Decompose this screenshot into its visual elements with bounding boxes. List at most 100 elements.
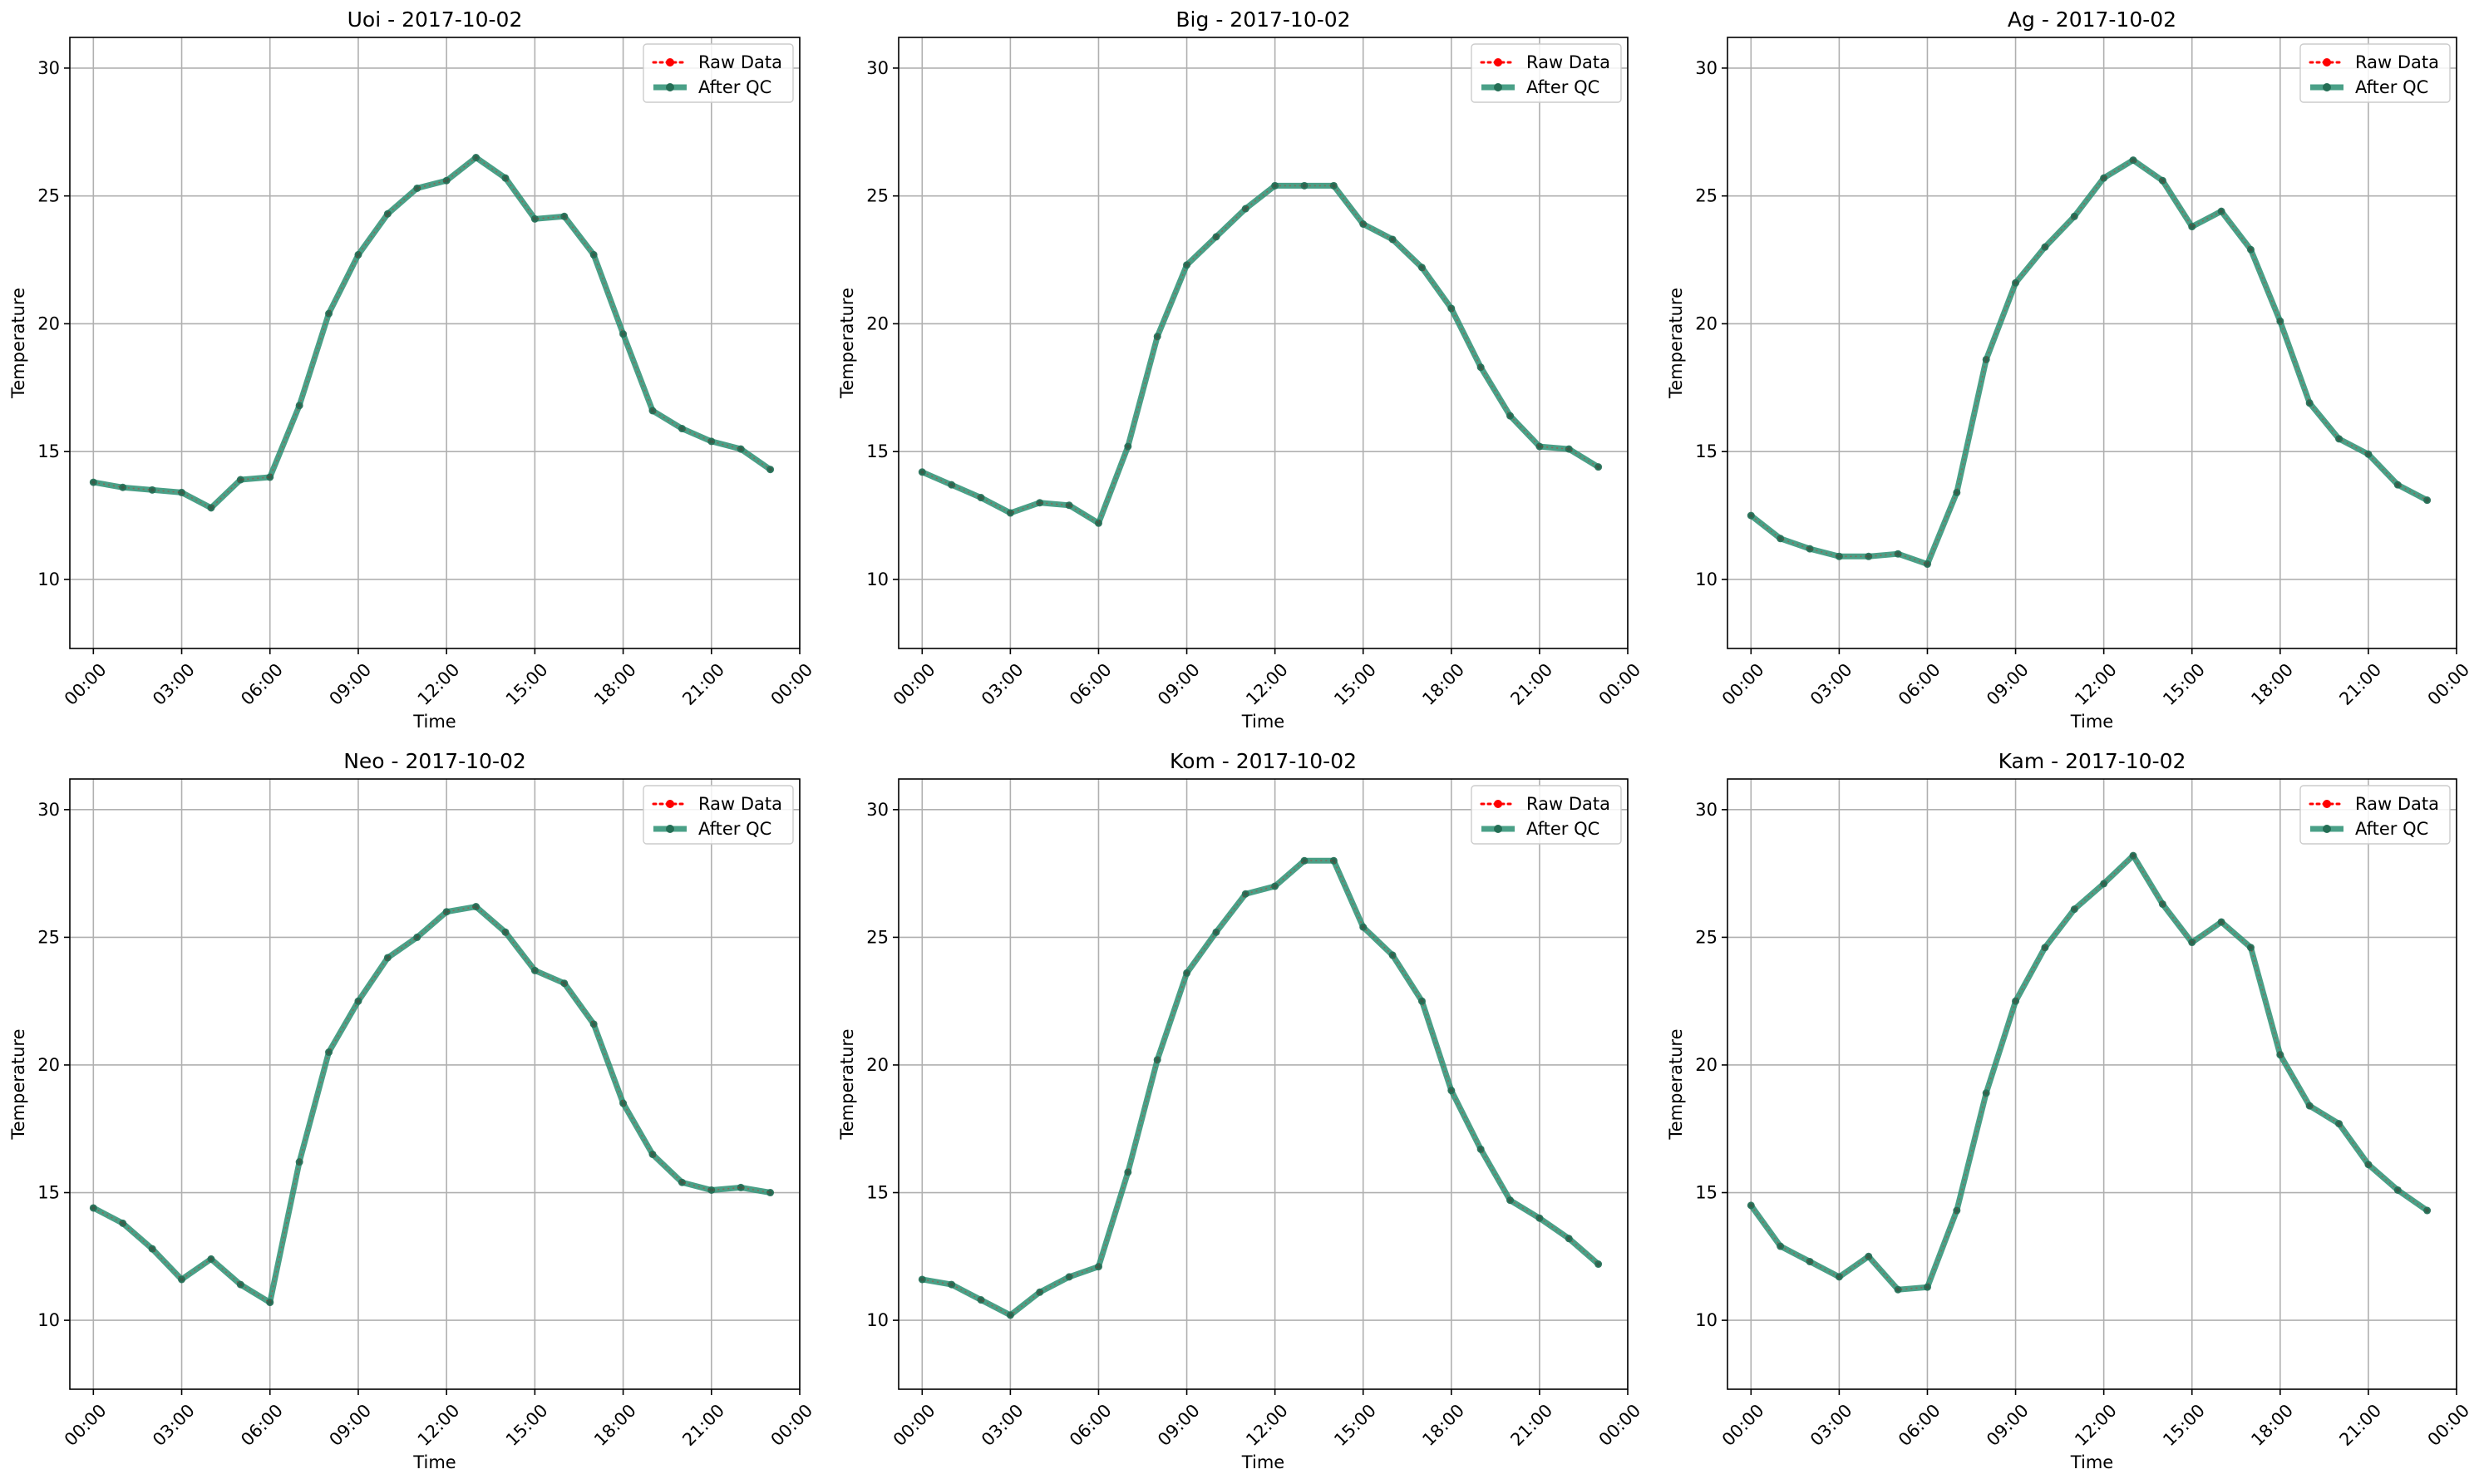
legend-marker-raw [2323,58,2331,67]
x-tick-label: 00:00 [2424,1400,2474,1450]
legend-marker-after-qc [2323,825,2331,833]
data-point-raw [2307,1103,2312,1108]
data-point-raw [650,1152,655,1156]
x-tick-label: 00:00 [61,659,111,709]
data-point-raw [1008,510,1013,515]
data-point-raw [327,1050,331,1054]
x-tick-label: 06:00 [1895,659,1944,709]
y-tick-label: 10 [37,1310,60,1330]
data-point-raw [1567,446,1571,451]
y-tick-label: 20 [37,1055,60,1075]
data-point-raw [1390,237,1395,242]
data-point-raw [920,470,924,475]
data-point-raw [1567,1236,1571,1241]
data-point-raw [1749,513,1753,518]
data-point-raw [591,1022,596,1027]
data-point-raw [444,179,449,183]
x-tick-label: 15:00 [1330,659,1380,709]
axes-frame [69,37,801,649]
series-line-after-qc [90,904,774,1306]
y-axis-label: Temperature [1666,1028,1686,1140]
y-tick-label: 15 [1695,1183,1718,1203]
x-tick-label: 15:00 [502,1400,552,1450]
data-point-raw [474,155,478,160]
x-tick-label: 15:00 [1330,1400,1380,1450]
x-tick-label: 00:00 [1718,659,1768,709]
data-point-raw [949,1282,954,1287]
x-tick-label: 12:00 [1242,659,1292,709]
x-tick-label: 18:00 [2247,1400,2297,1450]
legend-label-after-qc: After QC [698,77,771,97]
data-point-raw [121,1221,125,1225]
data-point-raw [920,1277,924,1282]
data-point-raw [1214,930,1219,934]
y-tick-label: 25 [1695,927,1718,947]
data-point-raw [1185,263,1189,267]
legend-label-raw: Raw Data [698,794,782,814]
y-tick-label: 10 [37,569,60,589]
data-point-raw [1361,222,1365,226]
x-tick-label: 21:00 [678,1400,728,1450]
legend-label-raw: Raw Data [2355,52,2439,72]
y-tick-label: 10 [1695,569,1718,589]
x-tick-label: 06:00 [237,1400,287,1450]
data-point-raw [1126,1170,1131,1175]
legend-marker-raw [666,800,674,808]
data-point-raw [2425,498,2429,502]
data-point-raw [474,905,478,909]
y-axis-label: Temperature [1666,288,1686,399]
chart-panel-2: 00:00 03:00 06:00 09:00 12:00 15:00 18:00 21:00… [837,7,1644,732]
data-point-raw [1925,1284,1929,1289]
data-point-raw [1478,1147,1483,1151]
data-point-raw [1302,184,1307,188]
y-tick-label: 15 [866,1183,889,1203]
data-point-raw [444,910,449,914]
data-point-raw [1837,1274,1841,1279]
legend-marker-after-qc [1494,83,1502,91]
series-line-raw [1750,854,2428,1290]
x-tick-label: 12:00 [414,659,464,709]
data-point-raw [1596,465,1600,469]
legend-marker-after-qc [1494,825,1502,833]
x-tick-label: 18:00 [590,659,640,709]
x-tick-label: 18:00 [2247,659,2297,709]
y-tick-label: 15 [866,441,889,461]
x-tick-label: 12:00 [414,1400,464,1450]
data-point-raw [621,332,625,336]
y-tick-label: 20 [1695,313,1718,333]
data-point-raw [2396,482,2400,487]
data-point-raw [121,486,125,490]
y-tick-label: 25 [866,927,889,947]
y-tick-label: 30 [37,58,60,78]
x-axis-label: Time [2070,712,2113,732]
x-tick-label: 21:00 [678,659,728,709]
data-point-raw [2043,945,2048,949]
x-tick-label: 12:00 [2071,659,2121,709]
x-tick-label: 06:00 [1895,1400,1944,1450]
x-tick-label: 21:00 [1506,659,1556,709]
data-point-raw [2013,281,2018,285]
legend-label-raw: Raw Data [1526,794,1610,814]
x-tick-label: 06:00 [1066,1400,1116,1450]
data-point-raw [239,477,243,482]
chart-panel-5: 00:00 03:00 06:00 09:00 12:00 15:00 18:00 21:00… [837,749,1644,1472]
data-point-raw [1954,491,1959,495]
data-point-raw [1420,998,1424,1003]
data-point-raw [768,1191,772,1195]
series-line-raw [1750,159,2427,565]
data-point-raw [2396,1188,2400,1192]
y-tick-label: 15 [37,1183,60,1203]
x-tick-label: 12:00 [1242,1400,1292,1450]
legend: Raw Data After QC [2299,785,2451,845]
x-tick-label: 21:00 [2335,659,2385,709]
y-tick-label: 25 [866,186,889,206]
y-axis-label: Temperature [837,1028,857,1140]
y-tick-label: 25 [37,927,60,947]
data-point-raw [2072,214,2077,219]
y-tick-label: 30 [866,800,889,820]
data-point-raw [1037,1290,1042,1294]
legend-label-after-qc: After QC [2355,77,2428,97]
data-point-raw [356,998,361,1003]
y-tick-label: 15 [1695,441,1718,461]
data-point-raw [2013,998,2018,1003]
